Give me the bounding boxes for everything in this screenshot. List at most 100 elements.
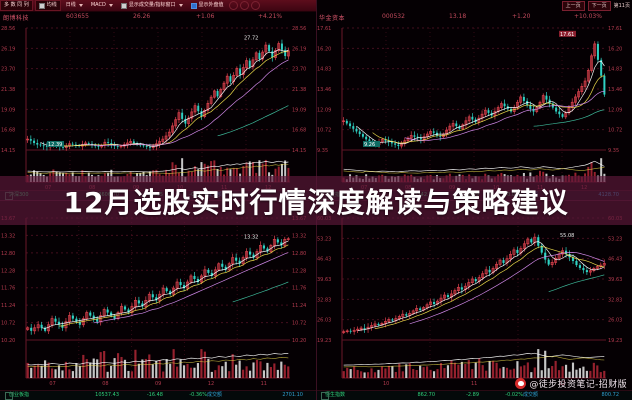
svg-text:23.70: 23.70 bbox=[292, 67, 306, 73]
toolbar-item-period-label: 日线 bbox=[65, 2, 76, 8]
status-bar-bottom-left: 创业板指 10537.43 -16.48 -0.36% 成交额 2701.10 bbox=[0, 390, 316, 400]
toolbar-item-period[interactable]: 日线 bbox=[63, 1, 86, 10]
svg-text:16.20: 16.20 bbox=[608, 46, 622, 52]
stock-percent: +10.03% bbox=[574, 13, 602, 20]
svg-text:19.23: 19.23 bbox=[608, 338, 622, 344]
svg-text:17.61: 17.61 bbox=[317, 26, 331, 32]
stock-change: +1.06 bbox=[196, 13, 215, 20]
status-cell: 创业板指 bbox=[9, 392, 30, 398]
svg-text:11: 11 bbox=[471, 381, 477, 387]
status-cell: 成交额 bbox=[207, 392, 223, 398]
svg-text:13.32: 13.32 bbox=[244, 235, 258, 241]
status-bar-bottom-right: 恒生指数 862.70 -2.89 -0.02% 成交额 800.72 bbox=[316, 390, 632, 400]
svg-text:11.76: 11.76 bbox=[1, 286, 15, 292]
svg-text:14.83: 14.83 bbox=[317, 67, 331, 73]
toolbar-title-button[interactable]: 多 数 同 列 bbox=[0, 0, 33, 11]
svg-text:53.23: 53.23 bbox=[317, 236, 331, 242]
svg-text:12: 12 bbox=[208, 381, 214, 387]
svg-text:19.09: 19.09 bbox=[1, 107, 15, 113]
svg-text:12.28: 12.28 bbox=[292, 268, 306, 274]
svg-text:53.23: 53.23 bbox=[608, 236, 622, 242]
stock-price: 13.18 bbox=[449, 13, 467, 20]
svg-text:12.80: 12.80 bbox=[1, 251, 15, 257]
svg-text:9.35: 9.35 bbox=[608, 148, 619, 154]
status-cell: 862.70 bbox=[417, 392, 436, 398]
svg-text:08: 08 bbox=[102, 381, 108, 387]
svg-text:11.24: 11.24 bbox=[292, 303, 306, 309]
chart-bottom-right[interactable]: 60.0360.0353.2353.2346.4346.4339.6339.63… bbox=[316, 200, 632, 400]
svg-text:28.56: 28.56 bbox=[292, 26, 306, 32]
page-title: 12月选股实时行情深度解读与策略建议 bbox=[63, 185, 569, 219]
chart-top-left[interactable]: 28.56 28.56 26.19 26.19 23.70 23.70 21.38 21.38… bbox=[0, 0, 316, 200]
status-cell: -0.36% bbox=[189, 392, 207, 398]
quote-line-top-right: 华金资本 000532 13.18 +1.20 +10.03% bbox=[316, 13, 632, 25]
watermark-text: @徒步投资笔记-招财版 bbox=[529, 380, 627, 390]
toolbar-item-indicator[interactable]: MACD bbox=[88, 1, 116, 10]
svg-text:09: 09 bbox=[155, 381, 161, 387]
chart-top-right[interactable]: 17.61 17.61 16.20 16.20 14.83 14.83 13.46 13.46… bbox=[316, 0, 632, 200]
svg-text:9.26: 9.26 bbox=[364, 142, 375, 148]
watermark: @徒步投资笔记-招财版 bbox=[515, 377, 627, 390]
stock-percent: +4.21% bbox=[258, 13, 283, 20]
status-cell: -16.48 bbox=[146, 392, 163, 398]
svg-text:16.68: 16.68 bbox=[1, 128, 15, 134]
stock-name: 朗博科技 bbox=[3, 15, 30, 22]
svg-text:21.38: 21.38 bbox=[1, 87, 15, 93]
chevron-down-icon bbox=[108, 4, 113, 7]
stock-price: 26.26 bbox=[133, 13, 151, 20]
svg-text:12.80: 12.80 bbox=[292, 251, 306, 257]
panel-bottom-right: 60.0360.0353.2353.2346.4346.4339.6339.63… bbox=[316, 200, 632, 400]
panel-top-right: 17.61 17.61 16.20 16.20 14.83 14.83 13.46 13.46… bbox=[316, 0, 632, 200]
panel-bottom-left: 13.6713.6713.3213.3212.8012.8012.2812.28… bbox=[0, 200, 316, 400]
svg-text:13.46: 13.46 bbox=[608, 87, 622, 93]
zoom-in-icon[interactable] bbox=[239, 1, 249, 10]
svg-text:11: 11 bbox=[261, 381, 267, 387]
page-navigation[interactable]: 上一页 下一页 第11页 bbox=[561, 1, 630, 11]
grid-icon bbox=[38, 2, 45, 9]
svg-text:46.43: 46.43 bbox=[608, 257, 622, 263]
status-cell: 800.72 bbox=[601, 392, 620, 398]
svg-text:19.23: 19.23 bbox=[317, 338, 331, 344]
svg-text:16.68: 16.68 bbox=[292, 128, 306, 134]
svg-text:12: 12 bbox=[559, 381, 565, 387]
zoom-out-icon[interactable] bbox=[228, 1, 238, 10]
svg-text:55.08: 55.08 bbox=[560, 233, 574, 239]
svg-text:21.38: 21.38 bbox=[292, 87, 306, 93]
chart-toolbar[interactable]: 多 数 同 列 均线 日线 MACD 显示成交量/指标窗口 显示外盘值 bbox=[0, 0, 316, 12]
page-indicator: 第11页 bbox=[613, 3, 630, 9]
next-page-button[interactable]: 下一页 bbox=[587, 1, 611, 11]
toolbar-item-indicator-label: MACD bbox=[90, 2, 106, 8]
stock-code: 000532 bbox=[382, 13, 405, 20]
svg-text:17.61: 17.61 bbox=[608, 26, 622, 32]
svg-text:13.32: 13.32 bbox=[292, 233, 306, 239]
toolbar-item-show-volume[interactable]: 显示成交量/指标窗口 bbox=[118, 1, 186, 10]
svg-text:26.03: 26.03 bbox=[317, 318, 331, 324]
svg-text:11.24: 11.24 bbox=[1, 303, 15, 309]
overlay-title-band: 12月选股实时行情深度解读与策略建议 bbox=[0, 176, 632, 225]
svg-text:17.61: 17.61 bbox=[560, 32, 574, 38]
prev-page-button[interactable]: 上一页 bbox=[561, 1, 585, 11]
svg-text:11.76: 11.76 bbox=[292, 286, 306, 292]
candlestick-canvas-top-right: 17.61 17.61 16.20 16.20 14.83 14.83 13.46 13.46… bbox=[317, 26, 622, 191]
candlestick-canvas-top-left: 28.56 28.56 26.19 26.19 23.70 23.70 21.38 21.38… bbox=[1, 26, 306, 191]
checkbox-checked-icon[interactable] bbox=[190, 2, 197, 9]
svg-text:28.56: 28.56 bbox=[1, 26, 15, 32]
checkbox-icon[interactable] bbox=[120, 2, 127, 9]
stock-name: 华金资本 bbox=[319, 15, 346, 22]
svg-text:12.09: 12.09 bbox=[608, 107, 622, 113]
status-chart-icon bbox=[321, 391, 329, 400]
svg-text:26.19: 26.19 bbox=[292, 46, 306, 52]
svg-text:10.72: 10.72 bbox=[1, 321, 15, 327]
chevron-down-icon bbox=[78, 4, 83, 7]
toolbar-item-ma[interactable]: 均线 bbox=[34, 0, 61, 11]
svg-text:9.35: 9.35 bbox=[317, 148, 328, 154]
svg-text:32.83: 32.83 bbox=[608, 297, 622, 303]
svg-text:27.72: 27.72 bbox=[244, 36, 258, 42]
stock-code: 603655 bbox=[66, 13, 89, 20]
svg-text:10.20: 10.20 bbox=[1, 338, 15, 344]
toolbar-item-show-outer[interactable]: 显示外盘值 bbox=[188, 1, 227, 10]
settings-icon[interactable] bbox=[250, 1, 260, 10]
svg-text:32.83: 32.83 bbox=[317, 297, 331, 303]
chart-bottom-left[interactable]: 13.6713.6713.3213.3212.8012.8012.2812.28… bbox=[0, 200, 316, 400]
